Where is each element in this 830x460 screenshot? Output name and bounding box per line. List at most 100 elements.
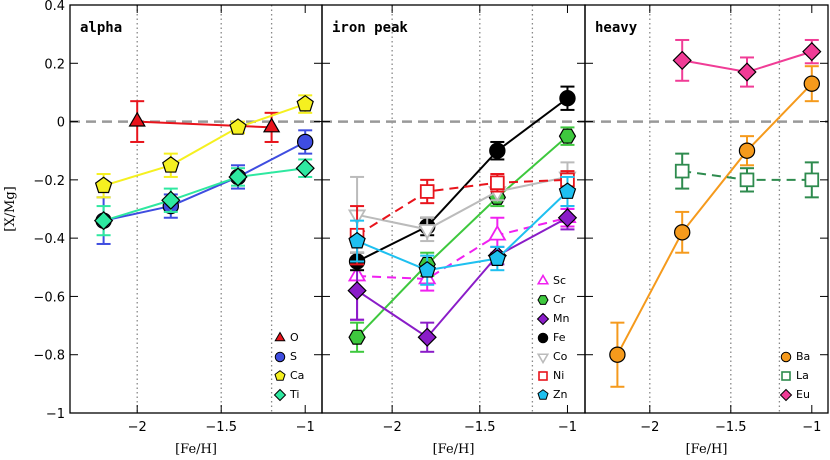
series	[93, 158, 315, 237]
marker	[418, 224, 437, 241]
legend-label: La	[796, 369, 809, 382]
marker	[262, 117, 281, 133]
legend-marker	[536, 312, 550, 326]
marker	[804, 172, 820, 188]
legend-label: Eu	[796, 388, 810, 401]
x-axis-label: [Fe/H]	[175, 442, 217, 457]
marker	[674, 224, 691, 241]
marker	[558, 182, 577, 199]
legend-label: Mn	[553, 312, 569, 325]
series-line	[616, 82, 813, 356]
marker	[228, 167, 248, 187]
marker	[419, 184, 435, 199]
series	[348, 175, 577, 286]
marker	[609, 346, 626, 363]
y-tick-label: 0.2	[44, 57, 65, 72]
y-tick-label: −1	[46, 407, 65, 422]
legend-marker	[781, 371, 791, 381]
marker	[417, 327, 437, 347]
series-line	[103, 167, 306, 222]
marker	[672, 50, 692, 71]
legend-label: Sc	[553, 274, 566, 287]
marker	[490, 175, 505, 191]
marker	[488, 224, 507, 241]
marker	[347, 280, 367, 301]
series	[672, 38, 822, 88]
legend-label: Co	[553, 350, 568, 363]
series-line	[357, 216, 568, 280]
series-line	[103, 103, 306, 187]
marker	[488, 249, 507, 266]
series	[347, 161, 577, 254]
panel-frame	[69, 4, 323, 414]
panel-frame	[584, 4, 829, 414]
legend-marker	[274, 370, 286, 381]
series-line	[356, 135, 569, 338]
legend-label: Ni	[553, 369, 564, 382]
marker	[93, 211, 114, 231]
series-line	[356, 175, 568, 231]
x-tick-label: −2	[383, 420, 402, 435]
marker	[161, 190, 181, 210]
y-tick-label: −0.8	[33, 349, 65, 364]
legend-label: Cr	[553, 293, 566, 306]
marker	[802, 41, 822, 62]
marker	[559, 90, 576, 107]
legend-label: Zn	[553, 388, 568, 401]
series-line	[356, 216, 568, 339]
y-tick-label: −0.2	[33, 174, 65, 189]
series	[128, 100, 281, 143]
series	[609, 65, 821, 388]
panel-title: alpha	[80, 20, 122, 36]
marker	[674, 163, 690, 179]
y-tick-label: 0	[57, 116, 65, 131]
legend-marker	[537, 295, 549, 305]
marker	[295, 158, 315, 178]
legend-label: Ti	[289, 388, 299, 401]
series-line	[137, 120, 272, 129]
series	[674, 152, 820, 199]
marker	[803, 75, 821, 92]
legend-marker	[538, 371, 548, 381]
marker	[418, 261, 436, 278]
series-line	[103, 141, 306, 222]
marker	[348, 329, 366, 345]
x-tick-label: −1	[296, 420, 315, 435]
marker	[296, 94, 314, 112]
legend-label: O	[290, 331, 299, 344]
marker	[738, 142, 756, 159]
x-tick-label: −1	[558, 420, 577, 435]
series	[348, 85, 576, 272]
legend-marker	[274, 331, 286, 342]
legend-marker	[537, 389, 549, 400]
y-axis-label: [X/Mg]	[3, 186, 18, 231]
x-tick-label: −2	[128, 420, 147, 435]
legend-label: Fe	[553, 331, 566, 344]
marker	[739, 172, 755, 188]
x-tick-label: −2	[640, 420, 659, 435]
legend-marker	[536, 353, 550, 365]
marker	[128, 111, 146, 127]
marker	[348, 231, 366, 249]
legend-marker	[274, 351, 286, 363]
x-axis-label: [Fe/H]	[433, 442, 475, 457]
marker	[229, 118, 247, 135]
legend-label: Ba	[796, 350, 810, 363]
x-tick-label: −1.5	[464, 420, 496, 435]
legend-marker	[780, 351, 792, 363]
legend-marker	[779, 388, 793, 402]
x-tick-label: −1.5	[715, 420, 747, 435]
marker	[558, 128, 577, 144]
y-tick-label: −0.4	[33, 232, 65, 247]
x-axis-label: [Fe/H]	[686, 442, 728, 457]
marker	[94, 176, 113, 194]
x-tick-label: −1	[802, 420, 821, 435]
marker	[557, 208, 578, 228]
series-line	[356, 178, 568, 237]
marker	[737, 62, 757, 82]
panel-title: heavy	[595, 20, 638, 36]
legend-marker	[536, 273, 550, 285]
marker	[297, 133, 314, 151]
legend-marker	[273, 388, 287, 402]
